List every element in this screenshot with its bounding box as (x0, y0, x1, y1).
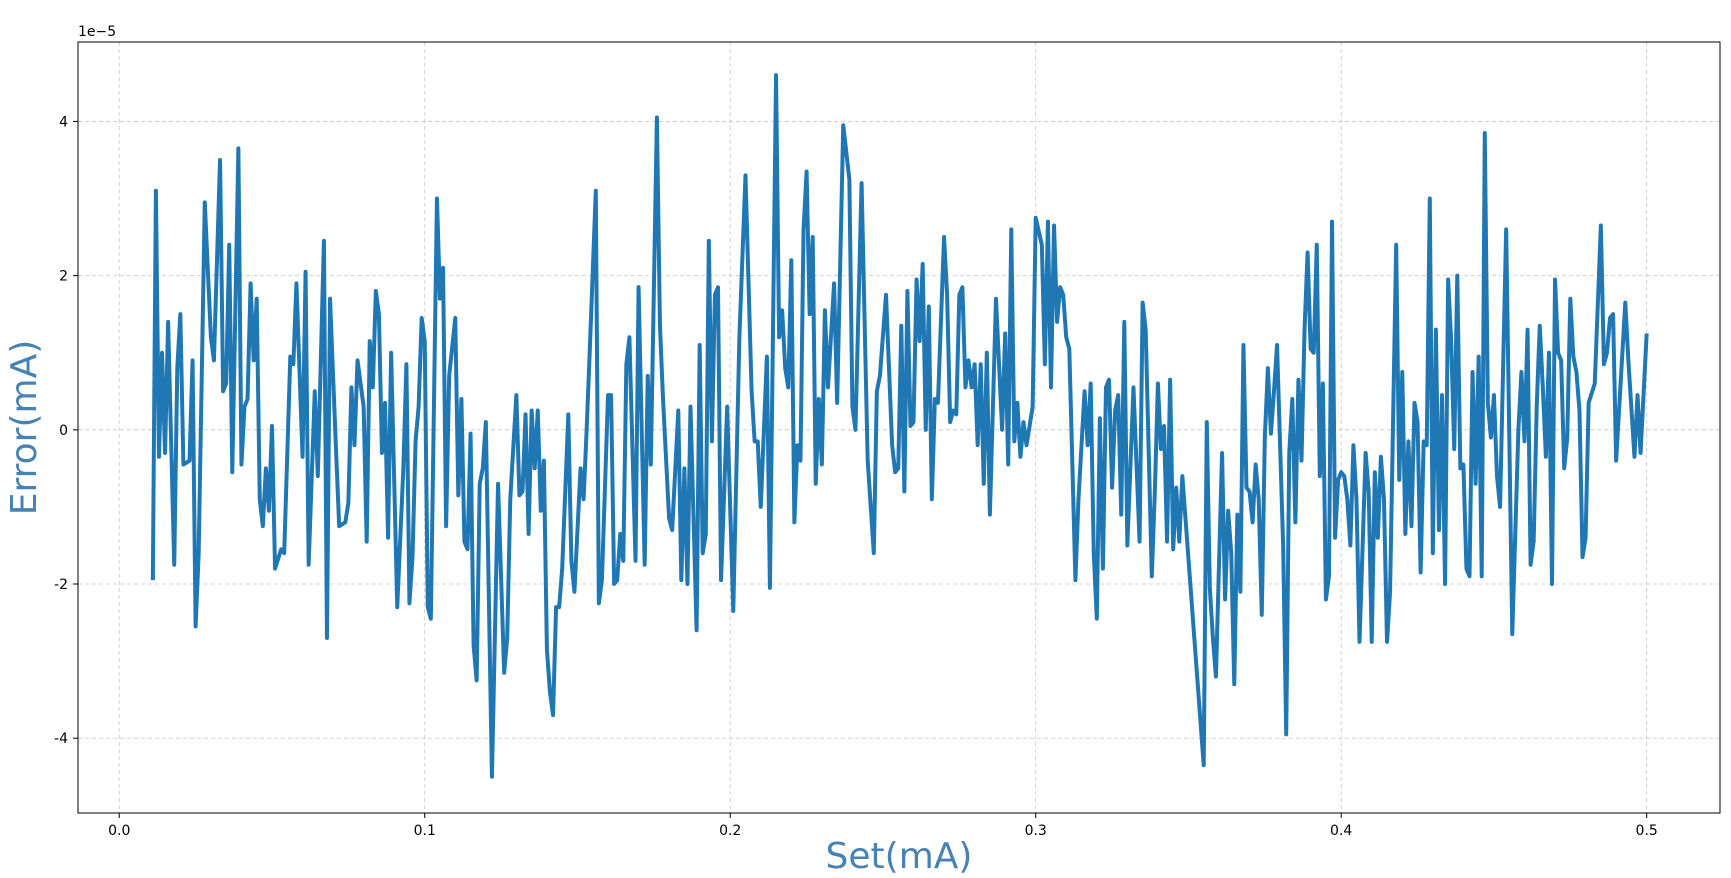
x-tick-label: 0.5 (1636, 823, 1658, 839)
x-tick-label: 0.0 (108, 823, 130, 839)
y-tick-label: 0 (59, 423, 68, 439)
data-line (150, 73, 1649, 779)
x-tick-label: 0.4 (1330, 823, 1352, 839)
x-tick-label: 0.2 (719, 823, 741, 839)
plot-frame (77, 41, 1721, 814)
offset-text: 1e−5 (78, 24, 116, 40)
y-axis-label: Error(mA) (4, 340, 45, 516)
y-tick-label: 4 (59, 114, 68, 130)
x-tick-label: 0.3 (1025, 823, 1047, 839)
y-tick-label: 2 (59, 269, 68, 285)
x-axis-label: Set(mA) (826, 836, 973, 877)
y-tick-label: -4 (54, 731, 68, 747)
y-tick-label: -2 (54, 577, 68, 593)
x-tick-label: 0.1 (414, 823, 436, 839)
